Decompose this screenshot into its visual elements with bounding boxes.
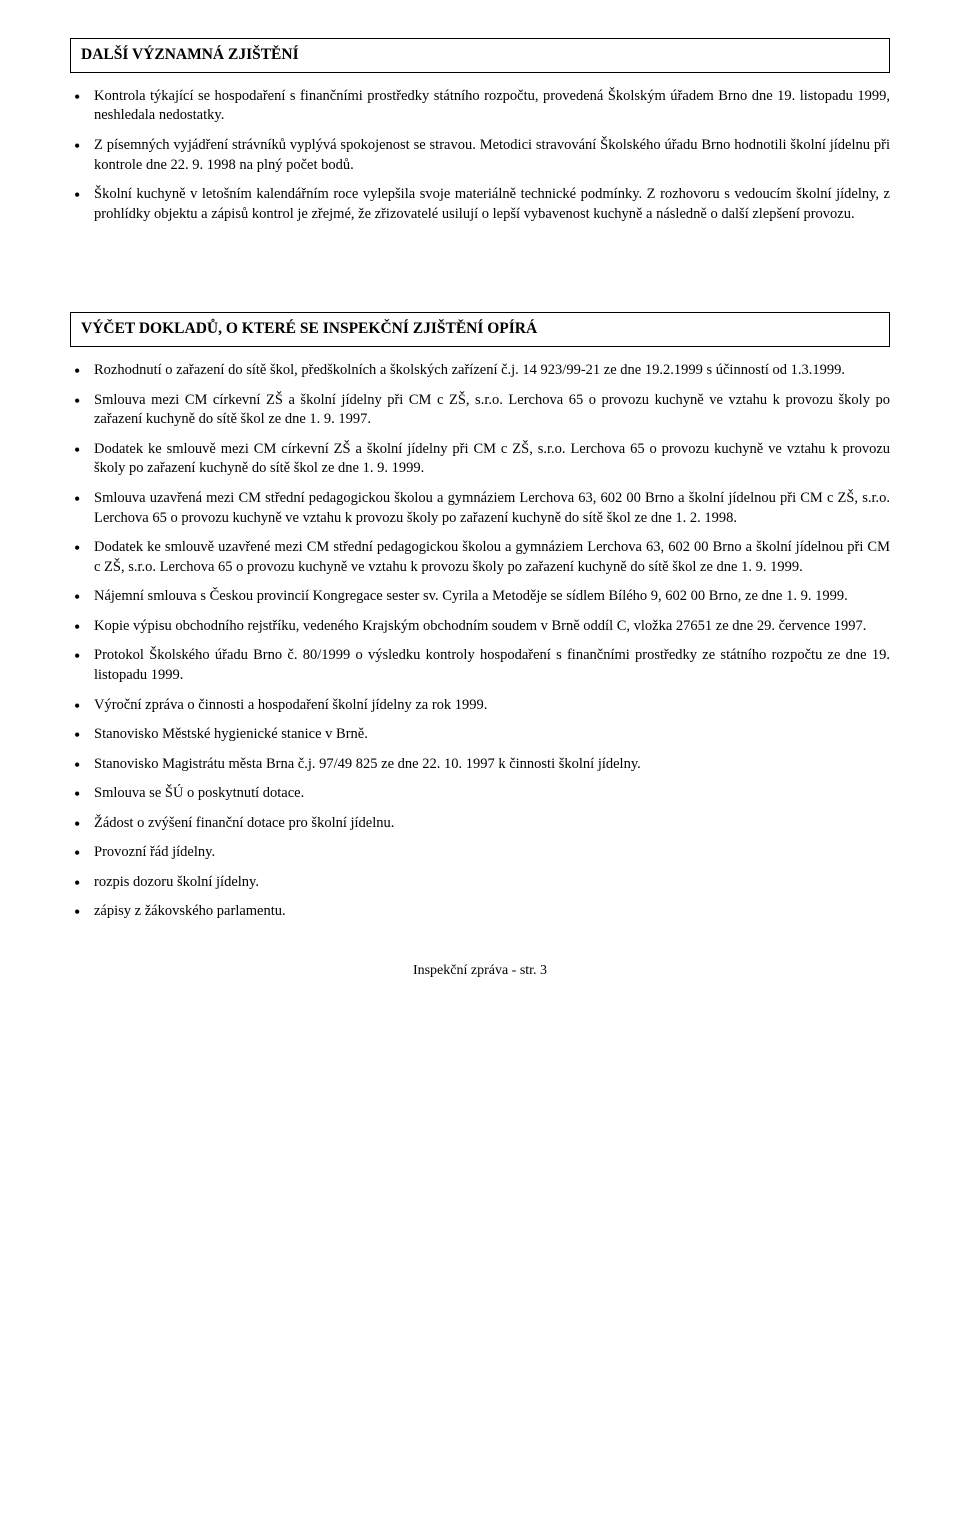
list-item: Dodatek ke smlouvě uzavřené mezi CM stře… (70, 538, 890, 577)
list-item: Z písemných vyjádření strávníků vyplývá … (70, 136, 890, 175)
list-item: Kopie výpisu obchodního rejstříku, veden… (70, 617, 890, 637)
list-item: Školní kuchyně v letošním kalendářním ro… (70, 185, 890, 224)
list-item: Výroční zpráva o činnosti a hospodaření … (70, 696, 890, 716)
section1-header: DALŠÍ VÝZNAMNÁ ZJIŠTĚNÍ (70, 38, 890, 73)
section2-list: Rozhodnutí o zařazení do sítě škol, před… (70, 361, 890, 922)
section1-list: Kontrola týkající se hospodaření s finan… (70, 87, 890, 224)
list-item: zápisy z žákovského parlamentu. (70, 902, 890, 922)
section2-header: VÝČET DOKLADŮ, O KTERÉ SE INSPEKČNÍ ZJIŠ… (70, 312, 890, 347)
list-item: Provozní řád jídelny. (70, 843, 890, 863)
list-item: Stanovisko Městské hygienické stanice v … (70, 725, 890, 745)
list-item: Rozhodnutí o zařazení do sítě škol, před… (70, 361, 890, 381)
list-item: Smlouva se ŠÚ o poskytnutí dotace. (70, 784, 890, 804)
list-item: Protokol Školského úřadu Brno č. 80/1999… (70, 646, 890, 685)
list-item: Stanovisko Magistrátu města Brna č.j. 97… (70, 755, 890, 775)
list-item: Nájemní smlouva s Českou provincií Kongr… (70, 587, 890, 607)
list-item: Dodatek ke smlouvě mezi CM církevní ZŠ a… (70, 440, 890, 479)
list-item: Smlouva mezi CM církevní ZŠ a školní jíd… (70, 391, 890, 430)
list-item: Smlouva uzavřená mezi CM střední pedagog… (70, 489, 890, 528)
page-footer: Inspekční zpráva - str. 3 (70, 962, 890, 981)
list-item: Žádost o zvýšení finanční dotace pro ško… (70, 814, 890, 834)
list-item: rozpis dozoru školní jídelny. (70, 873, 890, 893)
list-item: Kontrola týkající se hospodaření s finan… (70, 87, 890, 126)
